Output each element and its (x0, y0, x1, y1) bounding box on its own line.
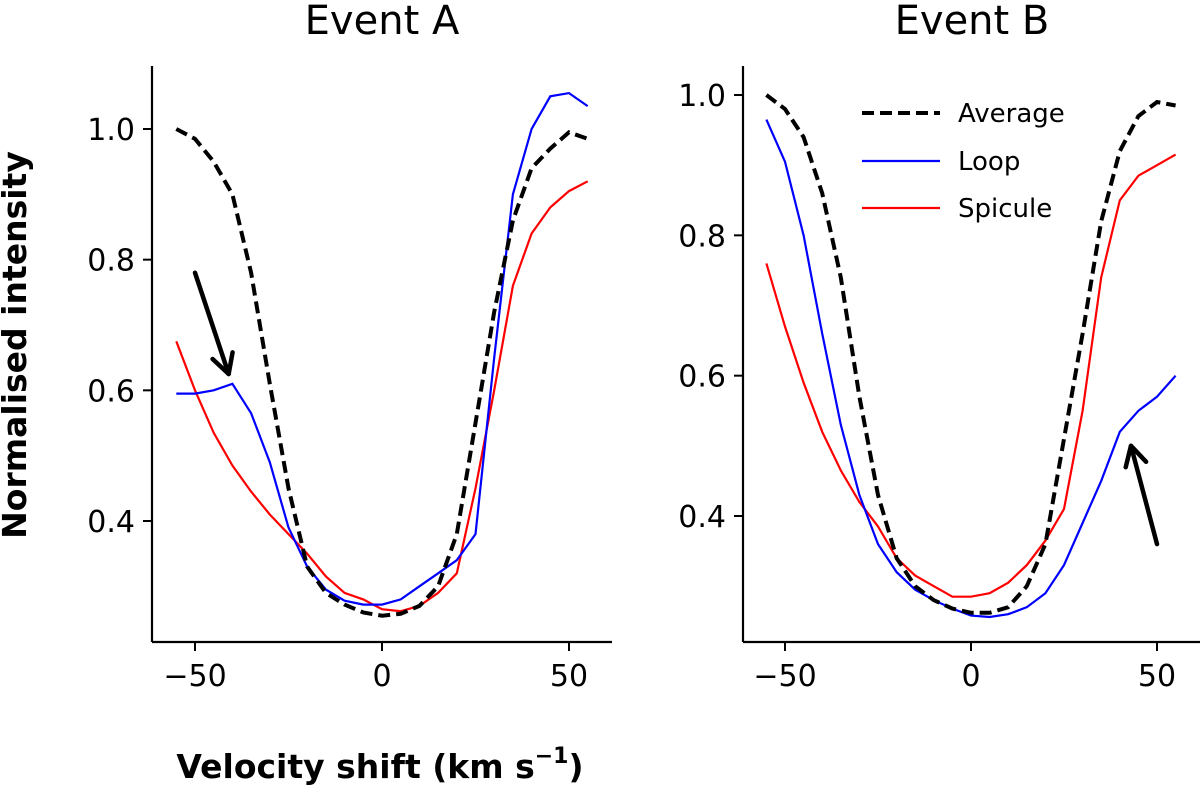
panel-title: Event B (895, 0, 1050, 44)
y-tick-label: 0.4 (678, 500, 726, 535)
series-line-average (175, 127, 589, 618)
y-tick-label: 1.0 (87, 113, 135, 148)
x-tick-label: 0 (372, 659, 391, 694)
panel-event-a: Event A 0.4 0.6 0.8 1.0 −50 0 50 (87, 0, 612, 694)
annotation-group (1123, 443, 1160, 547)
series-line-loop (765, 119, 1177, 619)
arrow-head (210, 350, 235, 377)
series-group (765, 93, 1177, 619)
arrow-shaft (192, 270, 231, 377)
annotation-group (192, 270, 235, 377)
series-group (175, 91, 589, 618)
x-tick-label: −50 (753, 659, 816, 694)
legend-label-loop: Loop (958, 147, 1020, 177)
y-tick-label: 0.8 (678, 219, 726, 254)
legend-label-average: Average (958, 99, 1065, 129)
panel-event-b: Event B 0.4 0.6 0.8 1.0 −50 0 50 (678, 0, 1200, 694)
panel-title: Event A (305, 0, 460, 44)
x-tick-label: 50 (550, 659, 588, 694)
series-line-spicule (765, 153, 1177, 598)
y-tick-label: 0.6 (87, 374, 135, 409)
x-tick-label: −50 (163, 659, 226, 694)
x-tick-label: 50 (1138, 659, 1176, 694)
y-tick-label: 0.8 (87, 244, 135, 279)
legend-label-spicule: Spicule (958, 194, 1052, 224)
series-line-spicule (175, 180, 589, 613)
legend: Average Loop Spicule (862, 99, 1065, 224)
tick-group: 0.4 0.6 0.8 1.0 −50 0 50 (678, 79, 1176, 694)
annotation-arrow (1123, 443, 1160, 547)
y-tick-label: 0.6 (678, 360, 726, 395)
annotation-arrow (192, 270, 235, 377)
y-tick-label: 1.0 (678, 79, 726, 114)
arrow-shaft (1128, 443, 1160, 547)
arrow-head (1123, 443, 1149, 470)
y-tick-label: 0.4 (87, 505, 135, 540)
y-axis-label: Normalised intensity (0, 151, 34, 539)
tick-group: 0.4 0.6 0.8 1.0 −50 0 50 (87, 113, 588, 694)
series-line-loop (176, 91, 589, 606)
series-line-average (765, 93, 1176, 615)
x-tick-label: 0 (961, 659, 980, 694)
x-axis-label: Velocity shift (km s−1) (176, 744, 583, 786)
